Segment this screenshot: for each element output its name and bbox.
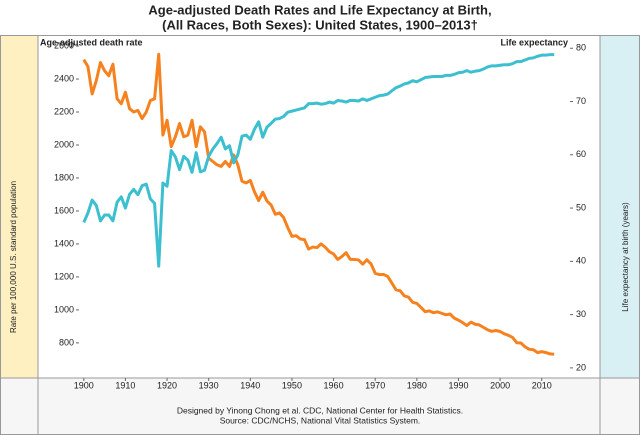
x-tick-label: 2000	[490, 380, 510, 390]
x-tick-label: 1900	[74, 380, 94, 390]
data-line	[82, 52, 555, 356]
y2-axis-label: Life expectancy at birth (years)	[621, 202, 630, 312]
footer-panel	[1, 378, 639, 434]
x-tick-label: 1980	[407, 380, 427, 390]
x-tick-label: 1960	[324, 380, 344, 390]
y2-tick-label: 70	[576, 96, 586, 106]
footer-text: Source: CDC/NCHS, National Vital Statist…	[220, 415, 421, 425]
frame	[0, 35, 640, 435]
chart-title: Age-adjusted Death Rates and Life Expect…	[148, 2, 491, 17]
x-tick-label: 1930	[199, 380, 219, 390]
y2-tick-label: 40	[576, 256, 586, 266]
y-tick-label: 2600	[54, 40, 74, 50]
y-tick-label: 2000	[54, 139, 74, 149]
y-tick-label: 1200	[54, 271, 74, 281]
y2-tick-label: 20	[576, 362, 586, 372]
y-tick-label: 1400	[54, 238, 74, 248]
y-tick-label: 1600	[54, 205, 74, 215]
y-tick-label: 800	[59, 337, 74, 347]
x-tick-label: 1910	[115, 380, 135, 390]
chart-subtitle: (All Races, Both Sexes): United States, …	[162, 17, 478, 32]
x-tick-label: 1950	[282, 380, 302, 390]
x-tick-label: 2010	[532, 380, 552, 390]
y2-tick-label: 80	[576, 43, 586, 53]
x-tick-label: 1920	[157, 380, 177, 390]
annotation: Life expectancy	[500, 37, 568, 47]
y2-tick-label: 50	[576, 202, 586, 212]
footer-text: Designed by Yinong Chong et al. CDC, Nat…	[177, 405, 463, 415]
y-tick-label: 2200	[54, 106, 74, 116]
y-tick-label: 1800	[54, 172, 74, 182]
y2-tick-label: 60	[576, 149, 586, 159]
y-axis-label: Rate per 100,000 U.S. standard populatio…	[9, 181, 18, 333]
annotation: Age-adjusted death rate	[40, 37, 143, 47]
x-tick-label: 1940	[240, 380, 260, 390]
y-tick-label: 1000	[54, 304, 74, 314]
right-panel	[600, 36, 639, 378]
data-line	[82, 53, 555, 268]
y2-tick-label: 30	[576, 309, 586, 319]
x-tick-label: 1990	[448, 380, 468, 390]
x-tick-label: 1970	[365, 380, 385, 390]
left-panel	[1, 36, 38, 378]
y-tick-label: 2400	[54, 73, 74, 83]
